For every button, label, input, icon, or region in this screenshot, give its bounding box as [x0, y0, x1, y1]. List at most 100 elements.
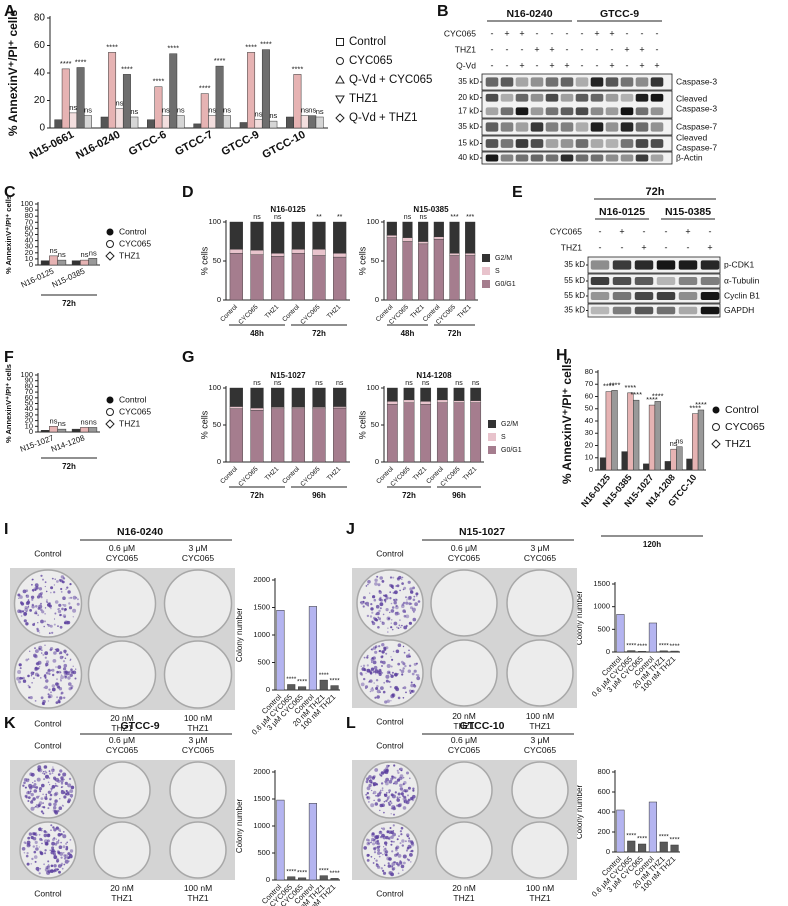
y-tick-label: 800 — [597, 767, 610, 776]
plate-label: 100 nM THZ1 — [526, 883, 554, 903]
colony — [34, 860, 37, 863]
culture-dish — [511, 761, 569, 819]
blot-band — [700, 276, 720, 286]
colony — [60, 779, 64, 783]
colony — [62, 614, 67, 618]
colony — [64, 854, 68, 858]
x-tick-label: CYC065 — [299, 303, 322, 326]
colony — [31, 799, 34, 802]
legend-label: Q-Vd + CYC065 — [349, 74, 432, 86]
colony — [386, 699, 390, 703]
significance-label: ns — [253, 380, 261, 387]
plate-label: Control — [376, 548, 404, 558]
colony — [53, 852, 56, 856]
y-tick-label: 50 — [213, 256, 221, 265]
colony — [379, 773, 381, 776]
colony — [390, 843, 393, 846]
text-line: 20 nM — [110, 883, 134, 893]
colony — [21, 847, 26, 851]
colony — [63, 863, 66, 866]
colony — [28, 686, 31, 689]
blot-band — [575, 139, 589, 148]
protein-label: Cleaved Caspase-7 — [676, 133, 717, 153]
significance-label: ns — [69, 103, 77, 112]
x-tick-label: CYC065 — [299, 465, 322, 488]
colony — [383, 800, 386, 803]
colony — [53, 855, 58, 860]
panel-letter: G — [182, 349, 194, 366]
bar — [57, 259, 67, 266]
colony — [60, 856, 63, 859]
bar-segment — [250, 249, 264, 255]
bar — [293, 74, 302, 129]
colony — [53, 584, 56, 586]
colony — [372, 660, 377, 665]
treatment-sign: + — [564, 60, 569, 70]
colony — [385, 777, 389, 782]
blot-band — [678, 306, 698, 315]
colony — [63, 778, 65, 781]
plate-label: 100 nM THZ1 — [184, 883, 212, 903]
significance-label: **** — [260, 40, 272, 49]
colony — [60, 786, 63, 789]
colony — [411, 798, 415, 802]
colony — [372, 670, 375, 674]
colony — [416, 674, 420, 677]
culture-dish — [19, 821, 77, 879]
colony — [56, 678, 58, 681]
colony — [383, 864, 386, 867]
bar-segment — [229, 408, 243, 463]
significance-label: ns — [50, 416, 58, 425]
x-tick-label: GTCC-10 — [260, 129, 307, 162]
colony — [50, 787, 53, 790]
colony — [22, 676, 25, 680]
timepoint-label: 72h — [646, 186, 665, 198]
colony — [41, 842, 43, 845]
colony — [390, 835, 394, 839]
colony — [384, 700, 388, 704]
colony — [384, 770, 389, 775]
plate-label: 0.6 μM CYC065 — [448, 735, 480, 755]
panel-letter: F — [4, 349, 14, 366]
colony — [362, 605, 365, 608]
colony — [25, 658, 29, 662]
colony — [387, 631, 389, 633]
colony — [411, 607, 416, 612]
colony — [377, 848, 381, 852]
y-tick-label: 60 — [25, 223, 33, 232]
colony — [51, 865, 54, 867]
colony — [391, 671, 394, 674]
y-tick-label: 100 — [366, 217, 379, 226]
y-tick-label: 20 — [25, 416, 33, 425]
colony — [42, 578, 44, 581]
colony — [378, 650, 381, 652]
treatment-sign: - — [581, 28, 584, 38]
colony — [382, 613, 385, 616]
group-label: 72h — [312, 329, 326, 338]
colony — [394, 674, 398, 677]
bar — [261, 49, 270, 129]
chart-title: N15-1027 — [270, 371, 306, 380]
legend-label: Control — [119, 226, 147, 236]
colony — [40, 677, 42, 679]
colony — [41, 652, 43, 654]
kd-label: 20 kD — [458, 93, 479, 102]
colony — [368, 779, 371, 782]
colony — [382, 827, 386, 831]
significance-label: **** — [625, 383, 637, 392]
plate-label: 100 nM THZ1 — [184, 713, 212, 733]
bar — [49, 255, 58, 266]
colony — [368, 783, 372, 788]
colony — [415, 592, 419, 596]
colony — [45, 794, 47, 796]
colony — [38, 804, 41, 808]
colony — [366, 853, 370, 857]
y-tick-label: 50 — [25, 229, 33, 238]
colony — [24, 607, 29, 612]
bar — [298, 877, 307, 881]
panel-letter: E — [512, 184, 523, 201]
colony — [377, 851, 381, 855]
y-tick-label: 500 — [257, 657, 270, 666]
y-axis-label: % cells — [357, 246, 367, 275]
colony — [23, 841, 26, 844]
